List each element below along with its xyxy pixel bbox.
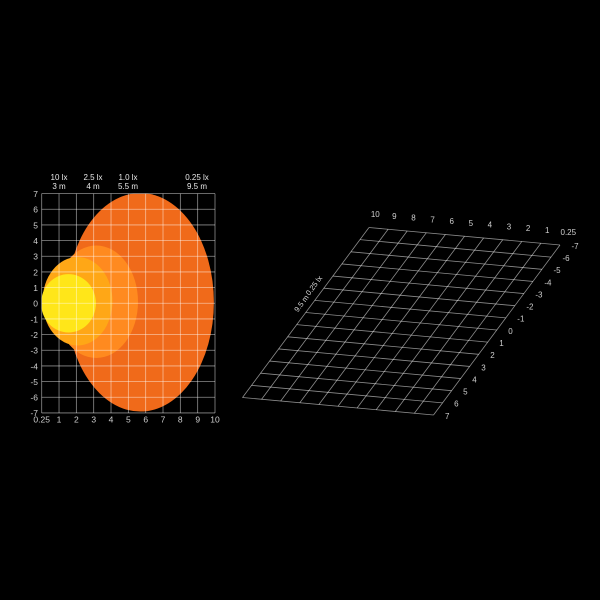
svg-text:0: 0: [33, 299, 38, 309]
svg-text:5.5 m: 5.5 m: [118, 182, 138, 191]
svg-text:6: 6: [449, 217, 454, 226]
svg-text:-1: -1: [30, 314, 38, 324]
svg-text:1: 1: [33, 283, 38, 293]
svg-text:6: 6: [143, 415, 148, 425]
svg-text:6: 6: [454, 400, 459, 409]
svg-text:-5: -5: [554, 266, 562, 275]
svg-text:10 lx: 10 lx: [51, 173, 68, 182]
svg-text:7: 7: [430, 215, 435, 224]
svg-text:8: 8: [411, 214, 416, 223]
svg-text:6: 6: [33, 205, 38, 215]
svg-text:-6: -6: [30, 393, 38, 403]
svg-text:0.25: 0.25: [561, 228, 577, 237]
svg-text:-1: -1: [517, 315, 525, 324]
svg-text:-7: -7: [572, 242, 580, 251]
svg-text:-5: -5: [30, 377, 38, 387]
svg-text:2: 2: [490, 351, 495, 360]
svg-text:4: 4: [33, 236, 38, 246]
svg-text:5: 5: [469, 219, 474, 228]
svg-text:5: 5: [126, 415, 131, 425]
svg-text:2.5 lx: 2.5 lx: [83, 173, 102, 182]
svg-text:2: 2: [526, 224, 531, 233]
svg-text:0: 0: [508, 327, 513, 336]
svg-text:0.25 lx: 0.25 lx: [185, 173, 209, 182]
svg-text:-2: -2: [30, 330, 38, 340]
svg-text:9.5 m: 9.5 m: [187, 182, 207, 191]
svg-text:1: 1: [57, 415, 62, 425]
svg-text:0.25: 0.25: [33, 415, 50, 425]
svg-text:3: 3: [91, 415, 96, 425]
svg-text:0.25 lx: 0.25 lx: [304, 274, 325, 297]
svg-text:1: 1: [545, 226, 550, 235]
svg-text:2: 2: [33, 267, 38, 277]
svg-text:10: 10: [210, 415, 220, 425]
svg-text:5: 5: [463, 388, 468, 397]
svg-text:1: 1: [499, 339, 504, 348]
svg-text:-3: -3: [30, 346, 38, 356]
svg-text:4: 4: [109, 415, 114, 425]
svg-text:5: 5: [33, 220, 38, 230]
svg-text:-3: -3: [535, 290, 543, 299]
svg-text:9.5 m: 9.5 m: [292, 293, 310, 313]
svg-text:4 m: 4 m: [86, 182, 100, 191]
svg-text:9: 9: [392, 212, 397, 221]
svg-text:9: 9: [195, 415, 200, 425]
svg-text:-4: -4: [544, 278, 552, 287]
svg-text:8: 8: [178, 415, 183, 425]
svg-text:7: 7: [445, 412, 450, 421]
svg-text:2: 2: [74, 415, 79, 425]
svg-text:4: 4: [472, 375, 477, 384]
svg-text:3: 3: [33, 252, 38, 262]
svg-text:4: 4: [488, 221, 493, 230]
svg-text:10: 10: [371, 210, 380, 219]
svg-text:7: 7: [33, 189, 38, 199]
svg-text:-2: -2: [526, 303, 534, 312]
svg-text:-6: -6: [563, 254, 571, 263]
svg-text:7: 7: [161, 415, 166, 425]
svg-text:1.0 lx: 1.0 lx: [118, 173, 137, 182]
svg-text:3 m: 3 m: [52, 182, 66, 191]
svg-text:3: 3: [481, 363, 486, 372]
svg-text:-4: -4: [30, 361, 38, 371]
svg-text:3: 3: [507, 222, 512, 231]
